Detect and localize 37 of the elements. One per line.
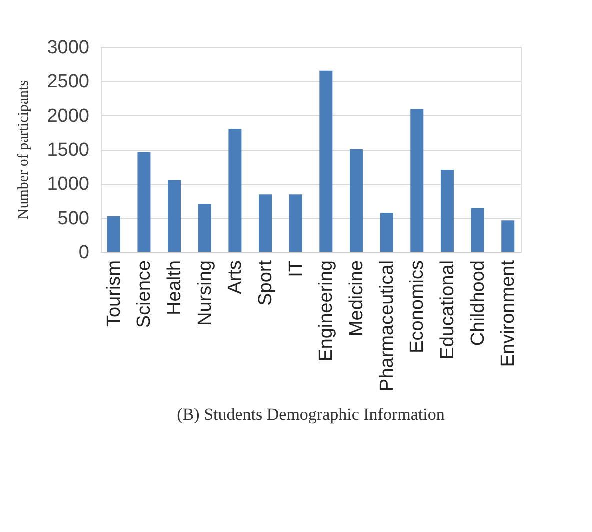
y-tick-label: 3000: [47, 38, 90, 58]
x-tick-label: Economics: [407, 260, 428, 354]
bar: [350, 150, 363, 252]
x-tick-label: Educational: [437, 260, 458, 360]
x-tick-label: IT: [286, 260, 307, 278]
x-tick-label: Arts: [225, 260, 246, 294]
x-tick-label: Nursing: [194, 260, 216, 326]
x-tick-label: Tourism: [104, 260, 125, 328]
bar: [410, 109, 424, 252]
bar: [259, 194, 272, 252]
x-tick-label: Sport: [256, 260, 277, 306]
y-tick-label: 500: [58, 208, 90, 230]
x-tick-label: Environment: [498, 260, 520, 368]
x-tick-label: Science: [134, 260, 156, 328]
bar: [502, 220, 515, 252]
y-tick-label: 2000: [47, 106, 90, 127]
y-tick-label: 1000: [47, 174, 90, 196]
bar: [320, 70, 333, 252]
bar: [471, 208, 484, 252]
bar: [228, 129, 242, 252]
bar: [168, 180, 182, 252]
x-tick-label: Childhood: [468, 260, 489, 346]
x-tick-label: Medicine: [346, 260, 368, 337]
bar: [380, 213, 394, 252]
bar: [289, 194, 302, 252]
bar: [107, 216, 120, 252]
y-tick-label: 0: [78, 242, 90, 264]
y-axis-title: Number of participants: [16, 80, 32, 220]
y-tick-label: 1500: [47, 140, 90, 161]
x-tick-label: Pharmaceutical: [376, 260, 398, 392]
x-tick-label: Health: [164, 260, 186, 316]
bar: [138, 152, 151, 252]
y-tick-label: 2500: [47, 72, 90, 93]
bar: [198, 204, 212, 252]
text: (B) Students Demographic Information: [177, 404, 446, 424]
x-tick-label: Engineering: [316, 260, 338, 362]
bar: [440, 170, 454, 252]
